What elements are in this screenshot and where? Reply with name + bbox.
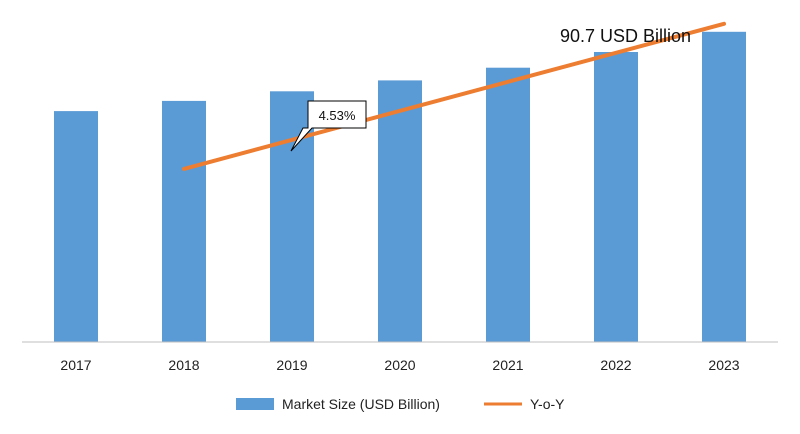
cagr-callout-text: 4.53% bbox=[319, 108, 356, 123]
bar-2017 bbox=[54, 111, 98, 342]
bar-2020 bbox=[378, 80, 422, 343]
x-tick-label-2018: 2018 bbox=[168, 357, 199, 373]
legend: Market Size (USD Billion) Y-o-Y bbox=[236, 396, 565, 412]
x-tick-label-2022: 2022 bbox=[600, 357, 631, 373]
bar-2018 bbox=[162, 100, 206, 343]
bar-group bbox=[54, 31, 746, 343]
bar-2021 bbox=[486, 67, 530, 342]
x-tick-labels: 2017 2018 2019 2020 2021 2022 2023 bbox=[60, 357, 739, 373]
cagr-callout-box bbox=[290, 100, 367, 152]
legend-line-label: Y-o-Y bbox=[530, 396, 565, 412]
x-tick-label-2017: 2017 bbox=[60, 357, 91, 373]
yoy-trend-line bbox=[182, 21, 726, 171]
x-tick-label-2019: 2019 bbox=[276, 357, 307, 373]
legend-bar-label: Market Size (USD Billion) bbox=[282, 396, 440, 412]
x-tick-label-2023: 2023 bbox=[708, 357, 739, 373]
end-value-annotation: 90.7 USD Billion bbox=[560, 26, 691, 46]
cagr-callout: 4.53% bbox=[290, 100, 367, 152]
x-tick-label-2020: 2020 bbox=[384, 357, 415, 373]
x-tick-label-2021: 2021 bbox=[492, 357, 523, 373]
bar-2022 bbox=[594, 52, 638, 342]
legend-bar-swatch bbox=[236, 398, 274, 410]
bar-2023 bbox=[702, 31, 746, 343]
